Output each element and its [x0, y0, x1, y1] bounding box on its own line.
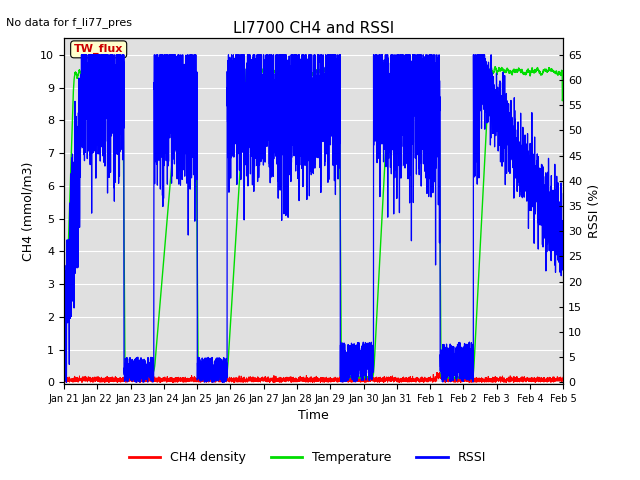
Text: TW_flux: TW_flux [74, 44, 124, 55]
Title: LI7700 CH4 and RSSI: LI7700 CH4 and RSSI [233, 21, 394, 36]
Legend: CH4 density, Temperature, RSSI: CH4 density, Temperature, RSSI [124, 446, 491, 469]
Y-axis label: RSSI (%): RSSI (%) [588, 184, 601, 238]
Y-axis label: CH4 (mmol/m3): CH4 (mmol/m3) [22, 161, 35, 261]
X-axis label: Time: Time [298, 409, 329, 422]
Text: No data for f_li77_pres: No data for f_li77_pres [6, 17, 132, 28]
